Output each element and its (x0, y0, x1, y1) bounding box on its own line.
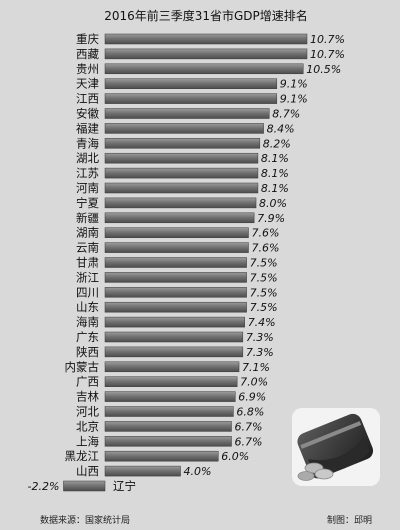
category-label-15: 甘肃 (76, 256, 99, 270)
value-label-28: 6.0% (221, 450, 249, 463)
value-label-2: 10.5% (306, 63, 341, 76)
bar-21 (104, 346, 244, 358)
value-label-19: 7.4% (248, 316, 276, 329)
value-label-27: 6.7% (234, 435, 262, 448)
value-label-9: 8.1% (261, 167, 289, 180)
value-label-30: -2.2% (28, 480, 60, 493)
value-label-4: 9.1% (280, 93, 308, 106)
category-label-4: 江西 (76, 92, 99, 106)
category-label-16: 浙江 (76, 270, 99, 284)
value-label-7: 8.2% (263, 137, 291, 150)
bar-10 (104, 182, 259, 194)
value-label-18: 7.5% (250, 301, 278, 314)
category-label-13: 湖南 (76, 226, 99, 240)
category-label-0: 重庆 (76, 32, 99, 46)
category-label-3: 天津 (76, 77, 99, 91)
bar-11 (104, 197, 257, 209)
chart-marks: 重庆 10.7% 西藏 10.7% 贵州 10.5% 天津 9.1% 江西 9.1% 安徽 8.7% 福… (28, 32, 345, 493)
bar-29 (104, 465, 181, 477)
category-label-12: 新疆 (76, 211, 99, 225)
bar-18 (104, 301, 247, 313)
category-label-10: 河南 (76, 181, 99, 195)
value-label-24: 6.9% (238, 391, 266, 404)
value-label-25: 6.8% (236, 406, 264, 419)
bar-6 (104, 123, 264, 134)
category-label-17: 四川 (76, 285, 99, 299)
value-label-23: 7.0% (240, 376, 268, 389)
bar-14 (104, 242, 249, 253)
bar-1 (104, 48, 308, 60)
category-label-6: 福建 (76, 121, 99, 135)
value-label-21: 7.3% (246, 346, 274, 359)
bar-5 (104, 108, 270, 119)
value-label-12: 7.9% (257, 212, 285, 225)
value-label-3: 9.1% (280, 78, 308, 91)
category-label-18: 山东 (76, 300, 99, 314)
category-label-14: 云南 (76, 241, 99, 255)
bar-19 (104, 316, 245, 328)
wallet-illustration (292, 408, 380, 486)
bar-9 (104, 167, 259, 179)
bar-2 (104, 63, 304, 75)
value-label-16: 7.5% (250, 271, 278, 284)
category-label-24: 吉林 (76, 390, 99, 404)
bar-17 (104, 287, 247, 298)
source-note: 数据来源：国家统计局 (40, 514, 130, 526)
value-label-6: 8.4% (267, 122, 295, 135)
bar-8 (104, 152, 259, 164)
bar-28 (104, 450, 219, 462)
value-label-15: 7.5% (250, 257, 278, 270)
value-label-1: 10.7% (310, 48, 345, 61)
chart-title: 2016年前三季度31省市GDP增速排名 (104, 8, 308, 23)
bar-26 (104, 421, 232, 432)
bar-24 (104, 391, 236, 402)
bar-15 (104, 257, 247, 268)
category-label-25: 河北 (76, 405, 99, 419)
credit-note: 制图：邱明 (327, 514, 372, 526)
bar-3 (104, 78, 278, 89)
bar-30 (63, 480, 106, 492)
category-label-11: 宁夏 (76, 196, 99, 210)
category-label-2: 贵州 (76, 62, 99, 76)
category-label-30: 辽宁 (113, 479, 136, 493)
bar-22 (104, 361, 240, 373)
value-label-5: 8.7% (272, 108, 300, 121)
category-label-27: 上海 (76, 434, 99, 448)
value-label-26: 6.7% (234, 420, 262, 433)
value-label-8: 8.1% (261, 152, 289, 165)
bar-4 (104, 93, 278, 104)
value-label-22: 7.1% (242, 361, 270, 374)
bar-12 (104, 212, 255, 224)
bar-20 (104, 331, 244, 343)
category-label-22: 内蒙古 (65, 360, 100, 374)
category-label-26: 北京 (76, 419, 99, 433)
category-label-7: 青海 (76, 136, 99, 150)
bar-16 (104, 272, 247, 283)
bar-27 (104, 436, 232, 447)
value-label-14: 7.6% (251, 242, 279, 255)
category-label-1: 西藏 (76, 47, 99, 61)
category-label-23: 广西 (76, 375, 99, 389)
bar-0 (104, 33, 308, 45)
bar-23 (104, 376, 238, 387)
bar-13 (104, 227, 249, 238)
category-label-5: 安徽 (76, 107, 99, 121)
category-label-19: 海南 (76, 315, 99, 329)
value-label-13: 7.6% (251, 227, 279, 240)
value-label-20: 7.3% (246, 331, 274, 344)
value-label-10: 8.1% (261, 182, 289, 195)
category-label-28: 黑龙江 (65, 449, 100, 463)
category-label-29: 山西 (76, 464, 99, 478)
category-label-8: 湖北 (76, 151, 99, 165)
bar-25 (104, 406, 234, 417)
category-label-9: 江苏 (76, 166, 99, 180)
value-label-0: 10.7% (310, 33, 345, 46)
value-label-29: 4.0% (184, 465, 212, 478)
category-label-21: 陕西 (76, 345, 99, 359)
value-label-11: 8.0% (259, 197, 287, 210)
category-label-20: 广东 (76, 330, 99, 344)
value-label-17: 7.5% (250, 286, 278, 299)
bar-7 (104, 138, 261, 149)
